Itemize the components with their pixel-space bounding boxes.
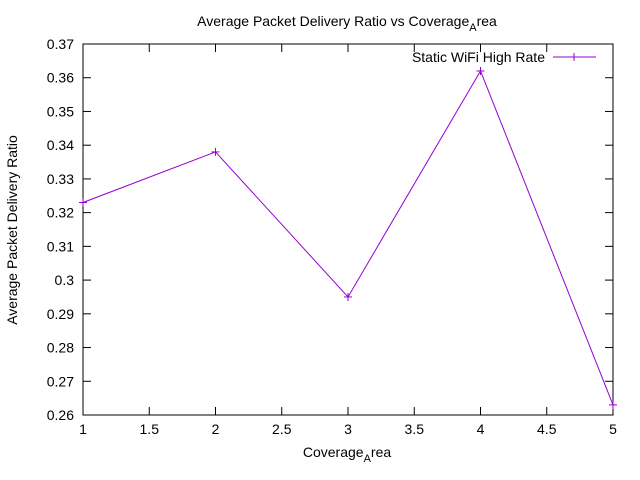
series-line [82,69,614,406]
x-tick-label: 1.5 [140,421,160,437]
y-tick-label: 0.28 [47,340,74,356]
chart-title-tail: rea [477,13,497,29]
data-point-marker [476,66,485,75]
x-axis-label-tail: rea [371,444,391,460]
y-tick-label: 0.37 [47,36,74,52]
x-tick-label: 3 [344,421,352,437]
chart-title: Average Packet Delivery Ratio vs Coverag… [197,13,497,34]
y-axis-label: Average Packet Delivery Ratio [4,135,20,325]
y-tick-label: 0.33 [47,171,74,187]
chart-title-subscript: A [469,22,477,34]
x-axis-ticks: 1 1.5 2 2.5 3 3.5 4 4.5 5 [79,44,617,437]
y-tick-label: 0.3 [55,272,75,288]
legend-label: Static WiFi High Rate [412,49,545,65]
x-tick-label: 5 [609,421,617,437]
x-axis-label-main: Coverage [303,444,364,460]
x-tick-label: 4.5 [537,421,557,437]
y-axis-ticks: 0.26 0.27 0.28 0.29 0.3 0.31 0.32 0.33 0.34 0.35 0… [47,36,613,423]
data-point-marker [79,198,87,207]
y-tick-label: 0.36 [47,70,74,86]
y-tick-label: 0.27 [47,373,74,389]
data-point-marker [211,147,220,156]
x-axis-label: CoverageArea [303,444,391,465]
y-tick-label: 0.26 [47,407,74,423]
y-tick-label: 0.32 [47,205,74,221]
x-axis-label-subscript: A [364,453,372,465]
legend-marker [570,53,578,61]
data-point-marker [344,292,352,301]
y-tick-label: 0.34 [47,137,74,153]
x-tick-label: 1 [79,421,87,437]
y-tick-label: 0.31 [47,238,74,254]
x-tick-label: 4 [477,421,485,437]
x-tick-label: 3.5 [405,421,425,437]
legend: Static WiFi High Rate [412,49,596,65]
legend-plus-marker [570,53,578,61]
x-tick-label: 2.5 [272,421,292,437]
series-layer [79,66,617,409]
chart-title-main: Average Packet Delivery Ratio vs Coverag… [197,13,469,29]
plot-frame [82,43,614,416]
y-tick-label: 0.35 [47,103,74,119]
x-tick-label: 2 [212,421,220,437]
y-tick-label: 0.29 [47,306,74,322]
data-point-marker [609,400,617,409]
